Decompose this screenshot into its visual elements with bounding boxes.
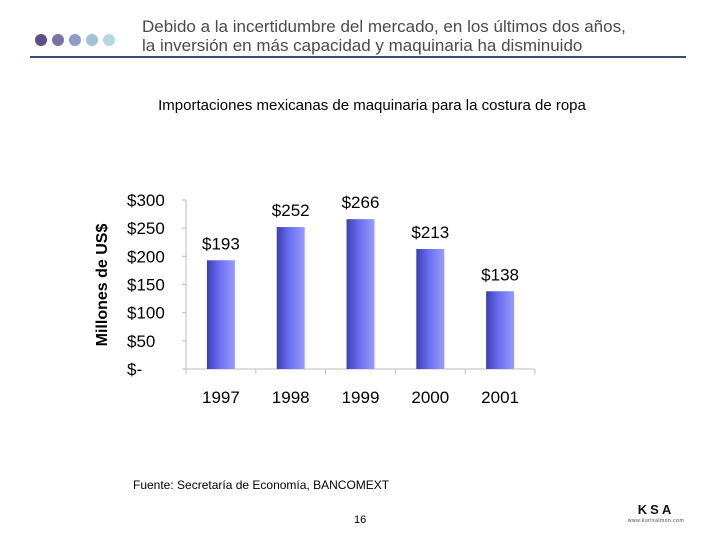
title-divider xyxy=(30,56,686,58)
dot-3 xyxy=(69,34,81,46)
y-tick-label: $200 xyxy=(127,247,165,266)
chart-title: Importaciones mexicanas de maquinaria pa… xyxy=(158,97,586,114)
data-label: $266 xyxy=(342,193,380,212)
y-tick-label: $150 xyxy=(127,276,165,295)
dot-5 xyxy=(103,34,115,46)
x-tick-label: 1997 xyxy=(202,388,240,407)
title-line-1: Debido a la incertidumbre del mercado, e… xyxy=(142,17,626,36)
y-tick-label: $250 xyxy=(127,219,165,238)
dot-1 xyxy=(35,34,47,46)
bar xyxy=(346,219,375,369)
bar xyxy=(486,291,515,369)
source-note: Fuente: Secretaría de Economía, BANCOMEX… xyxy=(133,478,390,492)
bar xyxy=(206,260,235,369)
page-number: 16 xyxy=(354,514,367,526)
x-tick-label: 2001 xyxy=(481,388,519,407)
page-title: Debido a la incertidumbre del mercado, e… xyxy=(142,17,702,55)
x-tick-label: 1999 xyxy=(342,388,380,407)
data-label: $193 xyxy=(202,234,240,253)
y-tick-label: $300 xyxy=(127,191,165,210)
data-label: $252 xyxy=(272,201,310,220)
logo-text: KSA xyxy=(637,502,675,517)
x-tick-label: 1998 xyxy=(272,388,310,407)
x-tick-label: 2000 xyxy=(411,388,449,407)
y-tick-label: $100 xyxy=(127,304,165,323)
title-line-2: la inversión en más capacidad y maquinar… xyxy=(142,36,583,55)
bar xyxy=(276,227,305,369)
dot-2 xyxy=(52,34,64,46)
data-label: $213 xyxy=(411,223,449,242)
dot-4 xyxy=(86,34,98,46)
bar xyxy=(416,249,445,369)
ksa-logo: KSA www.kurtsalmon.com xyxy=(624,503,688,525)
y-axis-label: Millones de US$ xyxy=(94,224,111,347)
y-tick-label: $50 xyxy=(127,332,155,351)
data-label: $138 xyxy=(481,265,519,284)
logo-subtext: www.kurtsalmon.com xyxy=(627,518,685,524)
y-tick-label: $- xyxy=(127,360,142,379)
